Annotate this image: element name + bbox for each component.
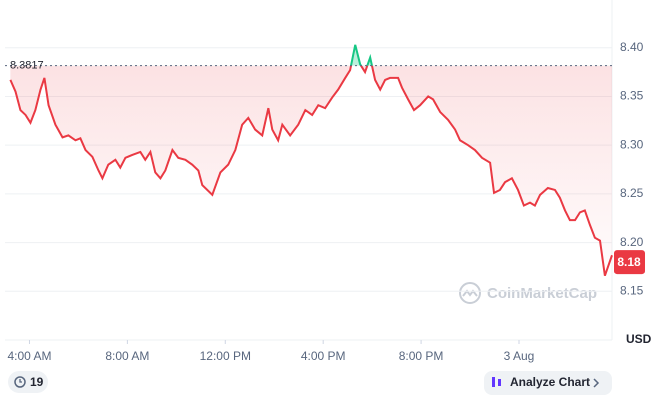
time-badge[interactable]: 19 bbox=[8, 371, 48, 393]
x-tick-label: 3 Aug bbox=[504, 349, 535, 363]
y-tick-label: 8.25 bbox=[620, 186, 644, 200]
x-tick-label: 12:00 PM bbox=[200, 349, 251, 363]
button-text: Analyze Chart bbox=[510, 375, 590, 389]
price-tag bbox=[614, 250, 645, 275]
x-tick-label: 8:00 AM bbox=[105, 349, 149, 363]
y-tick-label: 8.20 bbox=[620, 235, 644, 249]
y-tick-label: 8.40 bbox=[620, 40, 644, 54]
y-tick-label: 8.30 bbox=[620, 137, 644, 151]
x-tick-label: 4:00 AM bbox=[7, 349, 51, 363]
x-tick-label: 8:00 PM bbox=[399, 349, 444, 363]
y-tick-label: 8.15 bbox=[620, 283, 644, 297]
area bbox=[10, 65, 612, 276]
reference-label: 8.3817 bbox=[10, 59, 44, 71]
line bbox=[9, 65, 613, 277]
badge-text: 19 bbox=[30, 375, 44, 389]
watermark-text: CoinMarketCap bbox=[487, 285, 597, 302]
watermark: CoinMarketCap bbox=[459, 282, 597, 304]
x-tick-label: 4:00 PM bbox=[301, 349, 346, 363]
price-tag-label: 8.18 bbox=[617, 255, 641, 269]
y-axis-label: USD bbox=[626, 332, 652, 346]
y-tick-label: 8.35 bbox=[620, 89, 644, 103]
analyze-button[interactable]: Analyze Chart bbox=[484, 371, 612, 395]
